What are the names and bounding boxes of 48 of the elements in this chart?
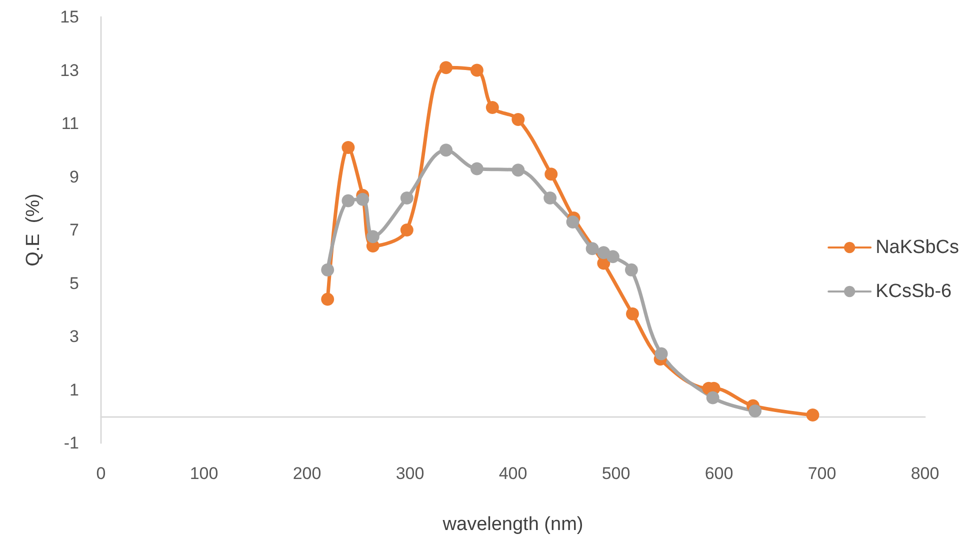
point (440, 61, 453, 74)
y-tick-label: 11 (61, 114, 79, 133)
point (440, 144, 453, 157)
y-tick-label: 3 (70, 327, 79, 346)
x-axis-title: wavelength (nm) (442, 514, 584, 535)
point (321, 292, 334, 306)
point (342, 140, 355, 154)
y-tick-label: 7 (70, 220, 79, 240)
x-tick-label: 300 (396, 464, 424, 483)
point (806, 408, 820, 422)
point (586, 242, 599, 256)
point (470, 64, 484, 77)
point (486, 101, 499, 114)
x-tick-label: 400 (498, 464, 528, 483)
point (356, 192, 370, 206)
point (400, 224, 414, 236)
point (544, 192, 557, 205)
point (626, 307, 639, 320)
x-tick-label: 700 (808, 464, 836, 483)
point (366, 230, 380, 244)
point (512, 164, 525, 177)
y-tick-label: 5 (70, 274, 79, 293)
point (748, 404, 762, 418)
y-tick-label: -1 (64, 434, 79, 452)
point (624, 263, 638, 276)
point (342, 194, 355, 208)
y-axis-title: Q.E (%) (23, 194, 44, 266)
y-tick-label: 13 (60, 60, 79, 80)
y-tick-label: 15 (60, 8, 79, 26)
point (706, 391, 720, 404)
point (321, 263, 334, 276)
x-tick-label: 500 (602, 464, 630, 483)
point (606, 250, 620, 264)
point (654, 347, 668, 360)
y-tick-label: 1 (70, 380, 79, 400)
x-tick-label: 100 (190, 464, 218, 483)
point (544, 168, 558, 181)
point (566, 216, 580, 229)
x-tick-label: 800 (910, 464, 940, 483)
point (470, 162, 484, 176)
point (512, 113, 525, 126)
x-tick-label: 0 (96, 464, 106, 483)
legend-label: NaKSbCs (876, 237, 959, 258)
legend-label: KCsSb-6 (876, 281, 952, 302)
x-tick-label: 600 (704, 464, 734, 483)
x-tick-label: 200 (292, 464, 322, 483)
y-tick-label: 9 (70, 167, 79, 186)
point (400, 192, 414, 205)
